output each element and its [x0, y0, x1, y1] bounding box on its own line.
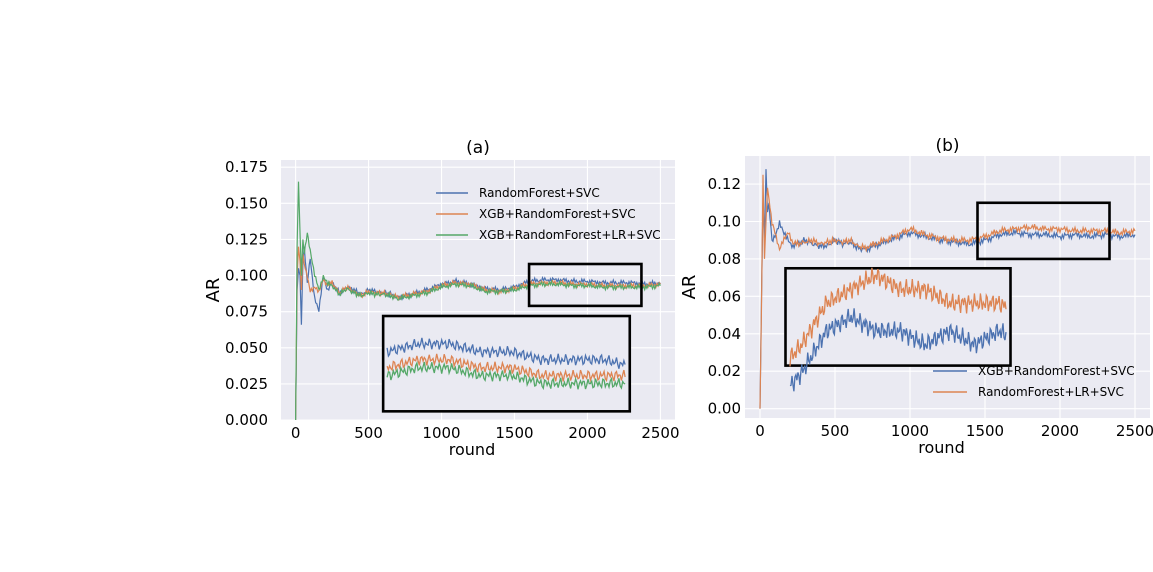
x-tick-label: 1000	[891, 422, 929, 440]
x-tick-label: 2500	[1116, 422, 1153, 440]
legend-label-3: XGB+RandomForest+LR+SVC	[479, 228, 661, 242]
series-line-2	[759, 174, 1136, 409]
y-tick-label: 0.02	[708, 362, 741, 380]
y-tick-label: 0.100	[225, 267, 268, 285]
y-tick-label: 0.125	[225, 230, 268, 248]
x-tick-label: 0	[755, 422, 765, 440]
y-tick-label: 0.175	[225, 158, 268, 176]
inset-series-line-3	[386, 361, 626, 391]
series-line-3	[295, 181, 661, 420]
x-tick-label: 500	[821, 422, 850, 440]
y-axis-label: AR	[679, 275, 700, 300]
panel-b-chart: 0 500 1000 1500 2000 2500 0.00 0.02 0.04 0.06 0.08…	[679, 136, 1153, 457]
y-tick-label: 0.06	[708, 287, 741, 305]
y-tick-label: 0.025	[225, 375, 268, 393]
y-axis-label: AR	[203, 278, 224, 303]
inset-series-line-2	[789, 267, 1007, 367]
y-tick-label: 0.000	[225, 411, 268, 429]
y-tick-label: 0.050	[225, 339, 268, 357]
legend-label-2: RandomForest+LR+SVC	[978, 385, 1124, 399]
x-tick-label: 2000	[568, 424, 606, 442]
series-line-1	[759, 169, 1136, 409]
chart-title: (a)	[466, 138, 490, 158]
y-tick-label: 0.10	[708, 213, 741, 231]
y-tick-label: 0.00	[708, 400, 741, 418]
x-tick-label: 1000	[422, 424, 460, 442]
inset-series-line-2	[386, 353, 626, 383]
panel-a-chart: 0 500 1000 1500 2000 2500 0.000 0.025 0.050 0.075…	[203, 138, 680, 459]
legend-label-1: XGB+RandomForest+SVC	[978, 364, 1135, 378]
legend-label-2: XGB+RandomForest+SVC	[479, 207, 636, 221]
inset-series-line-1	[386, 337, 626, 369]
x-axis-label: round	[918, 438, 964, 457]
x-tick-label: 2500	[641, 424, 679, 442]
x-tick-label: 1500	[966, 422, 1004, 440]
legend-label-1: RandomForest+SVC	[479, 186, 600, 200]
y-tick-label: 0.150	[225, 194, 268, 212]
y-tick-label: 0.08	[708, 250, 741, 268]
x-tick-label: 500	[354, 424, 383, 442]
zoom-region-box	[527, 262, 643, 308]
inset-series-line-1	[789, 308, 1007, 392]
zoom-region-box	[976, 201, 1111, 261]
chart-title: (b)	[935, 136, 959, 156]
x-tick-label: 1500	[495, 424, 533, 442]
y-tick-label: 0.12	[708, 175, 741, 193]
x-tick-label: 2000	[1041, 422, 1079, 440]
y-tick-label: 0.04	[708, 325, 741, 343]
inset-box	[784, 266, 1012, 367]
x-axis-label: round	[449, 440, 495, 459]
y-tick-label: 0.075	[225, 303, 268, 321]
x-tick-label: 0	[291, 424, 301, 442]
